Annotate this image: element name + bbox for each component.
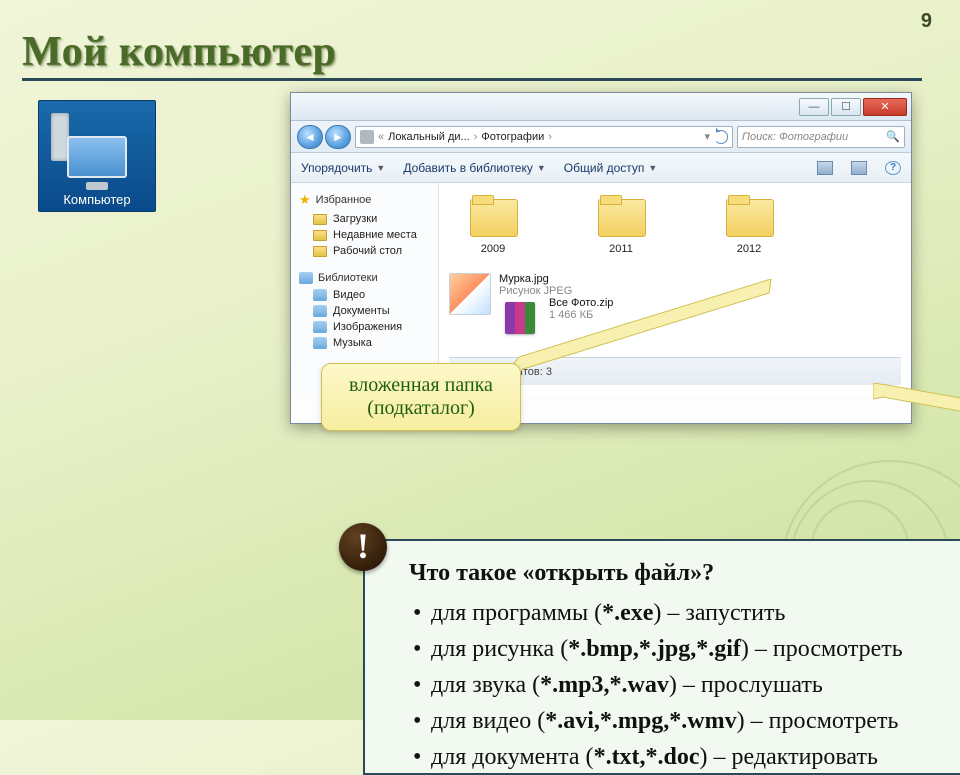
monitor-icon — [67, 136, 127, 178]
library-icon — [299, 272, 313, 284]
sidebar-video[interactable]: Видео — [295, 287, 434, 303]
help-icon[interactable]: ? — [885, 161, 901, 175]
folder-icon — [466, 195, 520, 239]
breadcrumb-part: Фотографии — [481, 131, 544, 143]
sidebar-libraries[interactable]: Библиотеки — [295, 269, 434, 287]
drive-icon — [360, 130, 374, 144]
sidebar-desktop[interactable]: Рабочий стол — [295, 243, 434, 259]
search-input[interactable]: Поиск: Фотографии 🔍 — [737, 126, 905, 148]
folder-label: 2012 — [737, 243, 761, 255]
sidebar-pictures[interactable]: Изображения — [295, 319, 434, 335]
folder-icon — [313, 230, 327, 241]
preview-pane-icon[interactable] — [851, 161, 867, 175]
info-item: для рисунка (*.bmp,*.jpg,*.gif) – просмо… — [431, 631, 960, 667]
breadcrumb[interactable]: « Локальный ди... › Фотографии › ▾ — [355, 126, 733, 148]
nav-bar: ◄ ► « Локальный ди... › Фотографии › ▾ П… — [291, 121, 911, 153]
pictures-icon — [313, 321, 327, 333]
window-titlebar: — ☐ ✕ — [291, 93, 911, 121]
search-placeholder: Поиск: Фотографии — [742, 131, 848, 143]
image-thumbnail-icon — [449, 273, 491, 315]
forward-button[interactable]: ► — [325, 125, 351, 149]
breadcrumb-part: Локальный ди... — [388, 131, 470, 143]
sidebar-recent[interactable]: Недавние места — [295, 227, 434, 243]
sidebar-music[interactable]: Музыка — [295, 335, 434, 351]
explorer-window: — ☐ ✕ ◄ ► « Локальный ди... › Фотографии… — [290, 92, 912, 424]
video-icon — [313, 289, 327, 301]
folder-item[interactable]: 2011 — [577, 195, 665, 255]
callout-subfolder: вложенная папка (подкаталог) — [321, 363, 521, 431]
info-item: для программы (*.exe) – запустить — [431, 595, 960, 631]
sidebar-favorites[interactable]: ★Избранное — [295, 189, 434, 211]
organize-menu[interactable]: Упорядочить ▼ — [301, 161, 385, 175]
info-question: Что такое «открыть файл»? — [409, 555, 960, 591]
toolbar: Упорядочить ▼ Добавить в библиотеку ▼ Об… — [291, 153, 911, 183]
folder-item[interactable]: 2012 — [705, 195, 793, 255]
folder-item[interactable]: 2009 — [449, 195, 537, 255]
computer-icon-label: Компьютер — [63, 192, 130, 207]
computer-desktop-icon[interactable]: Компьютер — [38, 100, 156, 212]
minimize-button[interactable]: — — [799, 98, 829, 116]
refresh-icon[interactable] — [714, 130, 728, 144]
callout-text: вложенная папка — [338, 374, 504, 397]
folder-icon — [594, 195, 648, 239]
folder-label: 2011 — [609, 243, 633, 255]
folder-icon — [313, 214, 327, 225]
music-icon — [313, 337, 327, 349]
back-button[interactable]: ◄ — [297, 125, 323, 149]
folder-icon — [313, 246, 327, 257]
folder-label: 2009 — [481, 243, 505, 255]
info-item: для видео (*.avi,*.mpg,*.wmv) – просмотр… — [431, 703, 960, 739]
close-button[interactable]: ✕ — [863, 98, 907, 116]
view-options-icon[interactable] — [817, 161, 833, 175]
star-icon: ★ — [299, 192, 311, 208]
callout-text: (подкаталог) — [338, 397, 504, 420]
info-item: для документа (*.txt,*.doc) – редактиров… — [431, 739, 960, 775]
sidebar-downloads[interactable]: Загрузки — [295, 211, 434, 227]
info-item: для звука (*.mp3,*.wav) – прослушать — [431, 667, 960, 703]
monitor-stand — [86, 182, 108, 190]
callout-pointer — [501, 279, 781, 389]
share-menu[interactable]: Общий доступ ▼ — [564, 161, 658, 175]
slide-title: Мой компьютер — [22, 28, 922, 81]
sidebar-documents[interactable]: Документы — [295, 303, 434, 319]
page-number: 9 — [921, 10, 932, 33]
callout-pointer — [873, 383, 960, 463]
exclamation-badge: ! — [339, 523, 387, 571]
search-icon: 🔍 — [886, 130, 900, 143]
add-to-library-menu[interactable]: Добавить в библиотеку ▼ — [403, 161, 545, 175]
info-box: Что такое «открыть файл»? для программы … — [363, 539, 960, 775]
documents-icon — [313, 305, 327, 317]
maximize-button[interactable]: ☐ — [831, 98, 861, 116]
folder-icon — [722, 195, 776, 239]
